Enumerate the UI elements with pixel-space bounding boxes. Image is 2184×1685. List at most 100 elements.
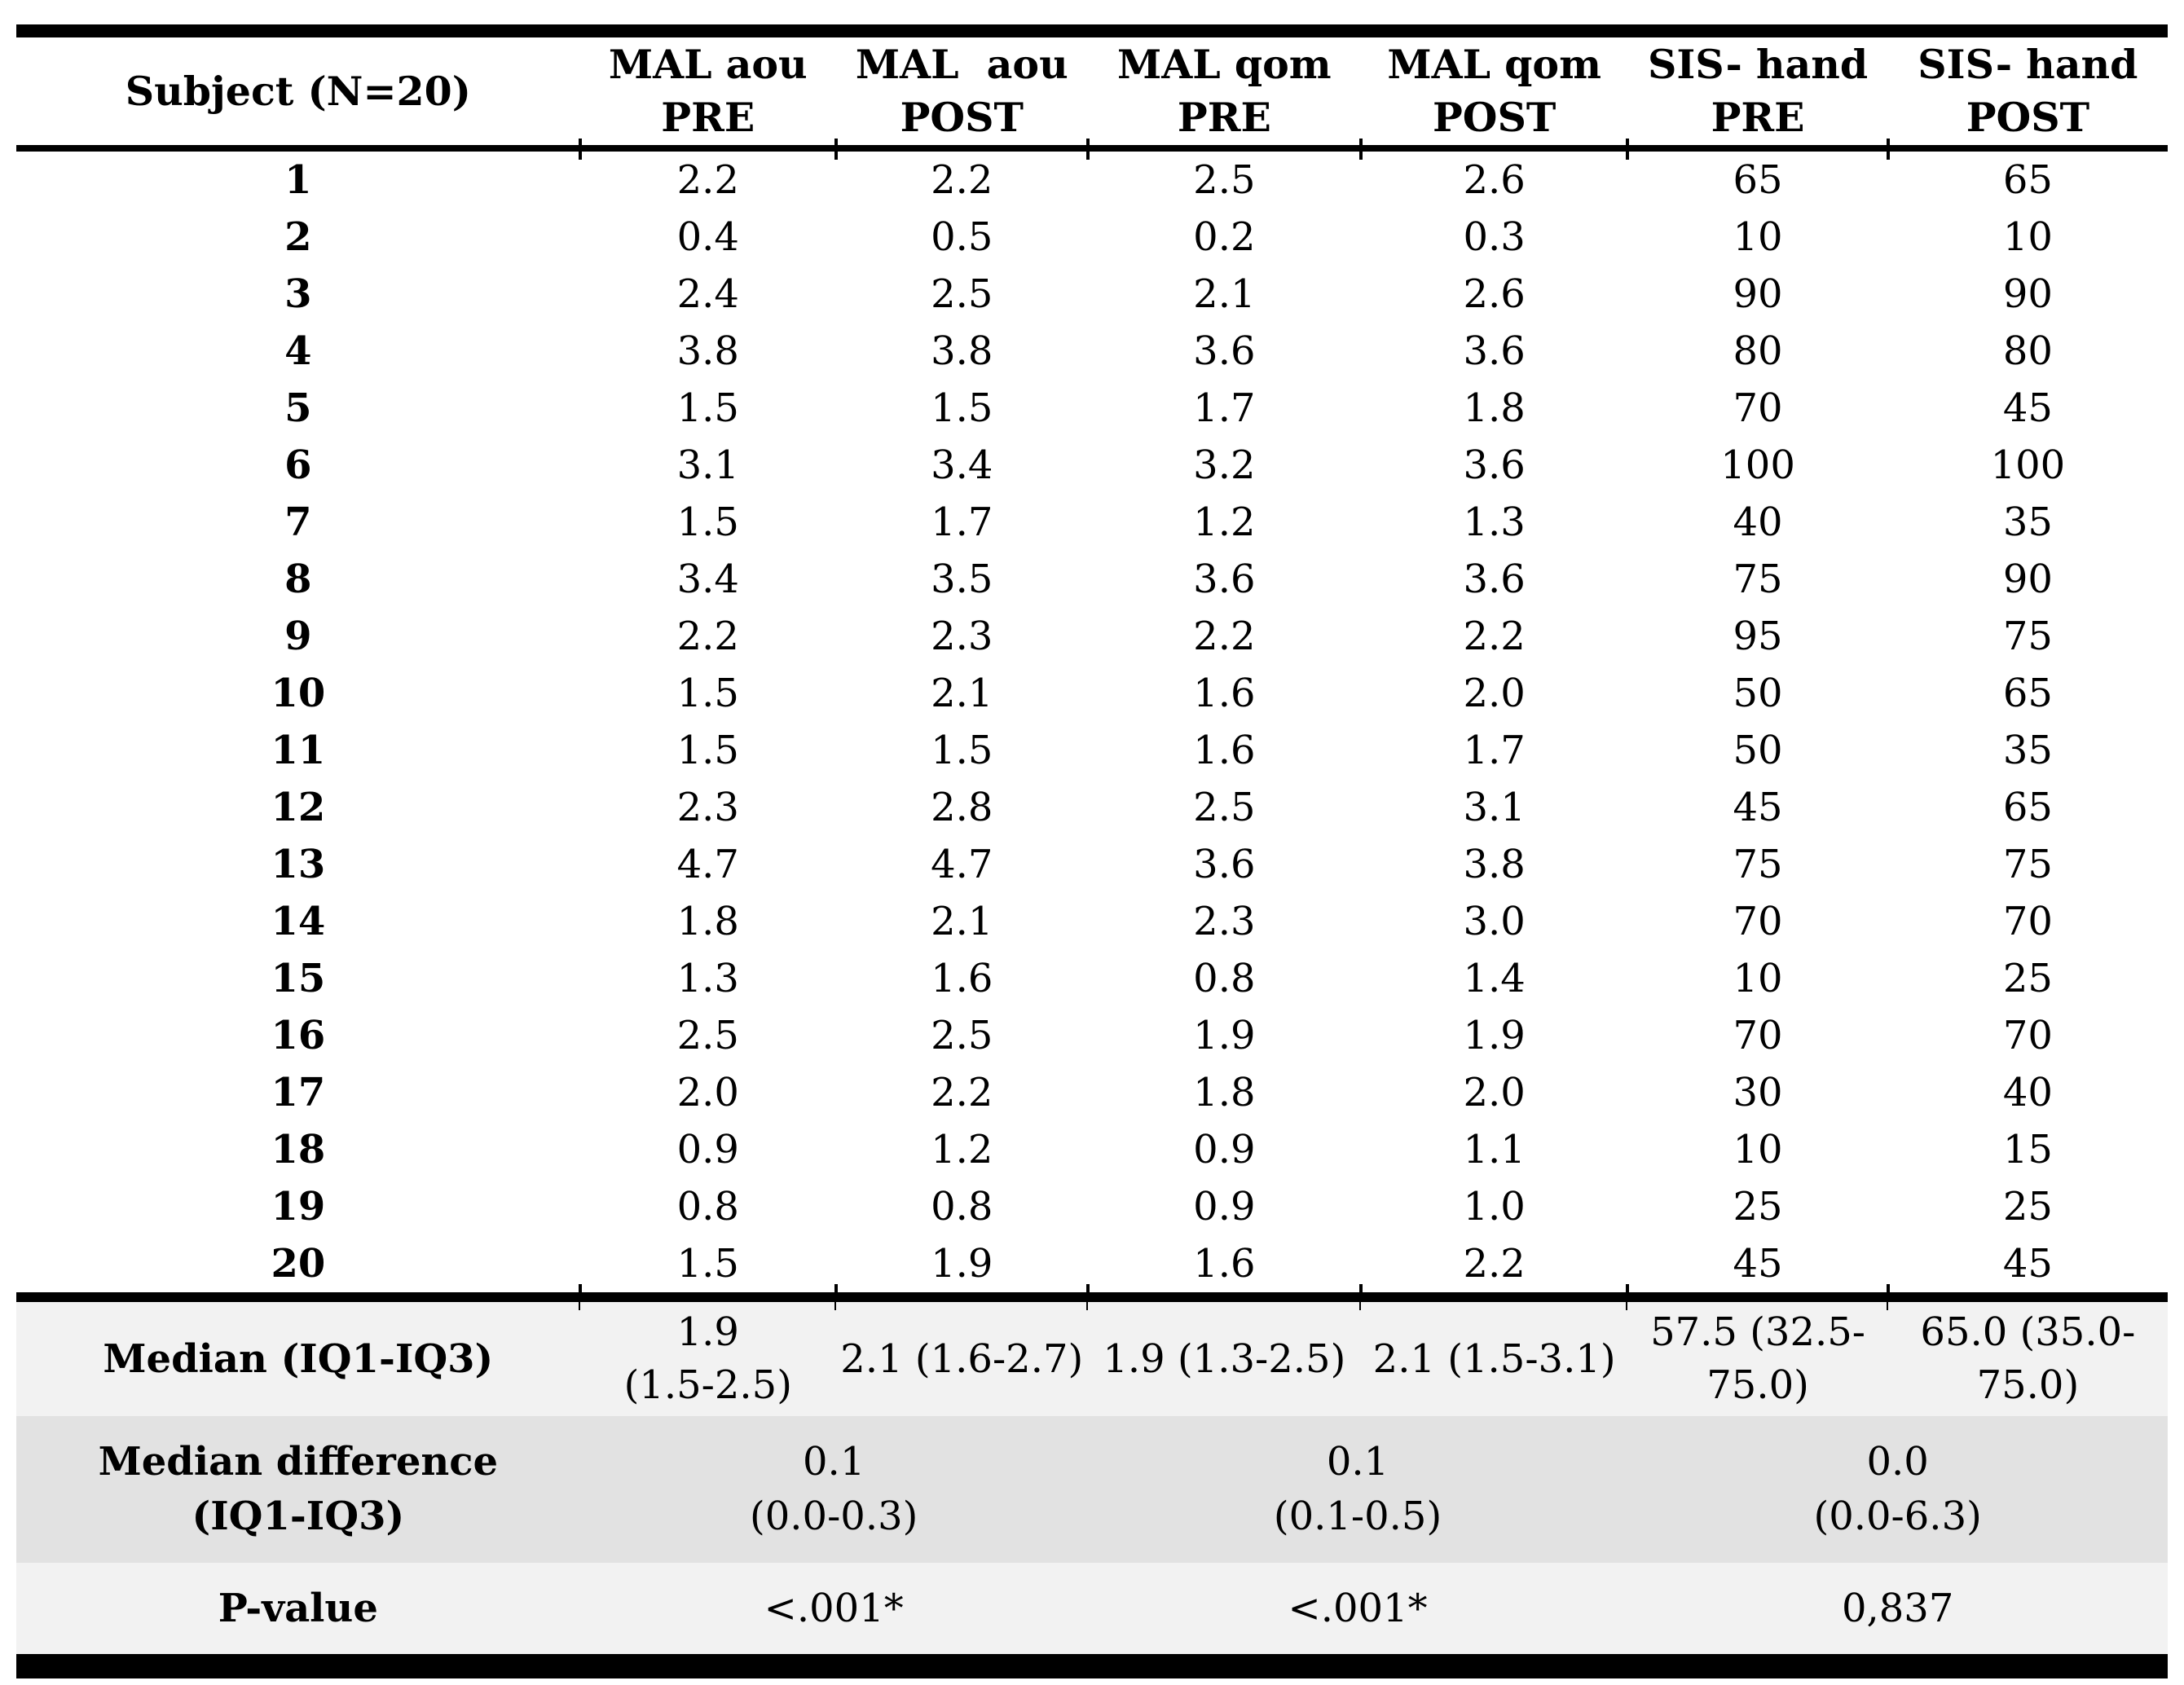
value-cell: 2.8: [931, 785, 993, 830]
subject-id-cell: 14: [271, 899, 326, 944]
value-cell: 1.9: [1463, 1013, 1526, 1058]
value-cell: 65: [1733, 157, 1783, 203]
value-cell: 2.1: [931, 899, 993, 944]
column-header-sis-hand-post: SIS- hand POST: [1887, 31, 2168, 152]
value-cell: 40: [2002, 1070, 2053, 1115]
header-row: Subject (N=20) MAL aou PRE MAL aou POST …: [16, 31, 2168, 153]
subject-id-cell: 11: [271, 728, 326, 773]
value-cell: 80: [2002, 328, 2053, 374]
table-row: 4 3.8 3.8 3.6 3.6 80 80: [16, 323, 2168, 380]
subject-id-cell: 3: [284, 271, 312, 317]
subject-id-cell: 17: [271, 1070, 326, 1115]
value-cell: 3.6: [1193, 842, 1256, 887]
value-cell: 2.2: [1463, 1241, 1526, 1287]
value-cell: 2.0: [676, 1070, 739, 1115]
value-cell: 3.5: [931, 557, 993, 602]
value-cell: 0.3: [1463, 214, 1526, 260]
table-row: 19 0.8 0.8 0.9 1.0 25 25: [16, 1178, 2168, 1235]
value-cell: 0.8: [1193, 956, 1256, 1001]
value-cell: 65: [2002, 785, 2053, 830]
value-cell: 3.0: [1463, 899, 1526, 944]
value-cell: 1.5: [676, 1241, 739, 1287]
value-cell: 10: [2002, 214, 2053, 260]
value-cell: 3.4: [931, 442, 993, 488]
median-mal-qom-post: 2.1 (1.5-3.1): [1360, 1289, 1630, 1416]
median-mal-aou-post: 2.1 (1.6-2.7): [835, 1289, 1090, 1416]
median-difference-row-label: Median difference (IQ1-IQ3): [16, 1416, 580, 1563]
value-cell: 1.4: [1463, 956, 1526, 1001]
value-cell: 90: [2002, 271, 2053, 317]
value-cell: 4.7: [676, 842, 739, 887]
table-row: 20 1.5 1.9 1.6 2.2 45 45: [16, 1235, 2168, 1297]
value-cell: 65: [2002, 671, 2053, 716]
value-cell: 3.6: [1463, 442, 1526, 488]
value-cell: 50: [1733, 671, 1783, 716]
value-cell: 1.9: [1193, 1013, 1256, 1058]
subject-id-cell: 4: [284, 328, 312, 374]
value-cell: 75: [1733, 842, 1783, 887]
median-sis-hand-pre: 57.5 (32.5- 75.0): [1627, 1289, 1891, 1416]
p-value-row-label: P-value: [16, 1563, 580, 1666]
p-value-mal-qom: <.001*: [1087, 1563, 1628, 1666]
value-cell: 75: [2002, 614, 2053, 659]
table-row: 16 2.5 2.5 1.9 1.9 70 70: [16, 1007, 2168, 1064]
table-row: 3 2.4 2.5 2.1 2.6 90 90: [16, 266, 2168, 323]
subject-rows: 1 2.2 2.2 2.5 2.6 65 65 2 0.4 0.5 0.2 0.3 10 10 3 2.4 2.…: [16, 148, 2168, 1297]
table-row: 9 2.2 2.3 2.2 2.2 95 75: [16, 608, 2168, 665]
median-mal-qom-pre: 1.9 (1.3-2.5): [1087, 1289, 1363, 1416]
subject-id-cell: 15: [271, 956, 326, 1001]
subject-id-cell: 13: [271, 842, 326, 887]
column-header-mal-qom-post: MAL qom POST: [1360, 31, 1630, 153]
column-header-mal-aou-post: MAL aou POST: [835, 31, 1090, 153]
p-value-mal-aou: <.001*: [579, 1563, 1088, 1666]
value-cell: 70: [2002, 899, 2053, 944]
table-row: 7 1.5 1.7 1.2 1.3 40 35: [16, 494, 2168, 551]
value-cell: 1.2: [1193, 499, 1256, 545]
value-cell: 45: [2002, 385, 2053, 431]
value-cell: 2.6: [1463, 271, 1526, 317]
value-cell: 70: [2002, 1013, 2053, 1058]
value-cell: 1.3: [1463, 499, 1526, 545]
value-cell: 3.8: [676, 328, 739, 374]
value-cell: 1.6: [1193, 671, 1256, 716]
value-cell: 80: [1733, 328, 1783, 374]
value-cell: 2.5: [676, 1013, 739, 1058]
subject-id-cell: 18: [271, 1127, 326, 1172]
value-cell: 3.2: [1193, 442, 1256, 488]
table-row: 17 2.0 2.2 1.8 2.0 30 40: [16, 1064, 2168, 1121]
value-cell: 15: [2002, 1127, 2053, 1172]
value-cell: 1.6: [1193, 728, 1256, 773]
value-cell: 45: [1733, 1241, 1783, 1287]
value-cell: 3.4: [676, 557, 739, 602]
value-cell: 3.8: [931, 328, 993, 374]
value-cell: 25: [2002, 956, 2053, 1001]
value-cell: 2.5: [1193, 785, 1256, 830]
column-header-mal-aou-pre: MAL aou PRE: [579, 31, 838, 153]
value-cell: 90: [1733, 271, 1783, 317]
value-cell: 0.4: [676, 214, 739, 260]
p-value-row: P-value <.001* <.001* 0,837: [16, 1563, 2168, 1666]
value-cell: 100: [1720, 442, 1795, 488]
value-cell: 2.6: [1463, 157, 1526, 203]
subject-id-cell: 16: [271, 1013, 326, 1058]
value-cell: 1.8: [1463, 385, 1526, 431]
value-cell: 10: [1733, 1127, 1783, 1172]
subject-id-cell: 20: [271, 1241, 326, 1287]
value-cell: 70: [1733, 385, 1783, 431]
subject-id-cell: 2: [284, 214, 312, 260]
value-cell: 45: [2002, 1241, 2053, 1287]
table-row: 11 1.5 1.5 1.6 1.7 50 35: [16, 722, 2168, 779]
value-cell: 1.6: [931, 956, 993, 1001]
value-cell: 25: [1733, 1184, 1783, 1230]
value-cell: 95: [1733, 614, 1783, 659]
value-cell: 4.7: [931, 842, 993, 887]
subject-id-cell: 12: [271, 785, 326, 830]
value-cell: 50: [1733, 728, 1783, 773]
value-cell: 35: [2002, 728, 2053, 773]
value-cell: 2.0: [1463, 1070, 1526, 1115]
subject-id-cell: 9: [284, 614, 312, 659]
table-row: 10 1.5 2.1 1.6 2.0 50 65: [16, 665, 2168, 722]
value-cell: 2.2: [931, 1070, 993, 1115]
table-header: Subject (N=20) MAL aou PRE MAL aou POST …: [16, 31, 2168, 153]
